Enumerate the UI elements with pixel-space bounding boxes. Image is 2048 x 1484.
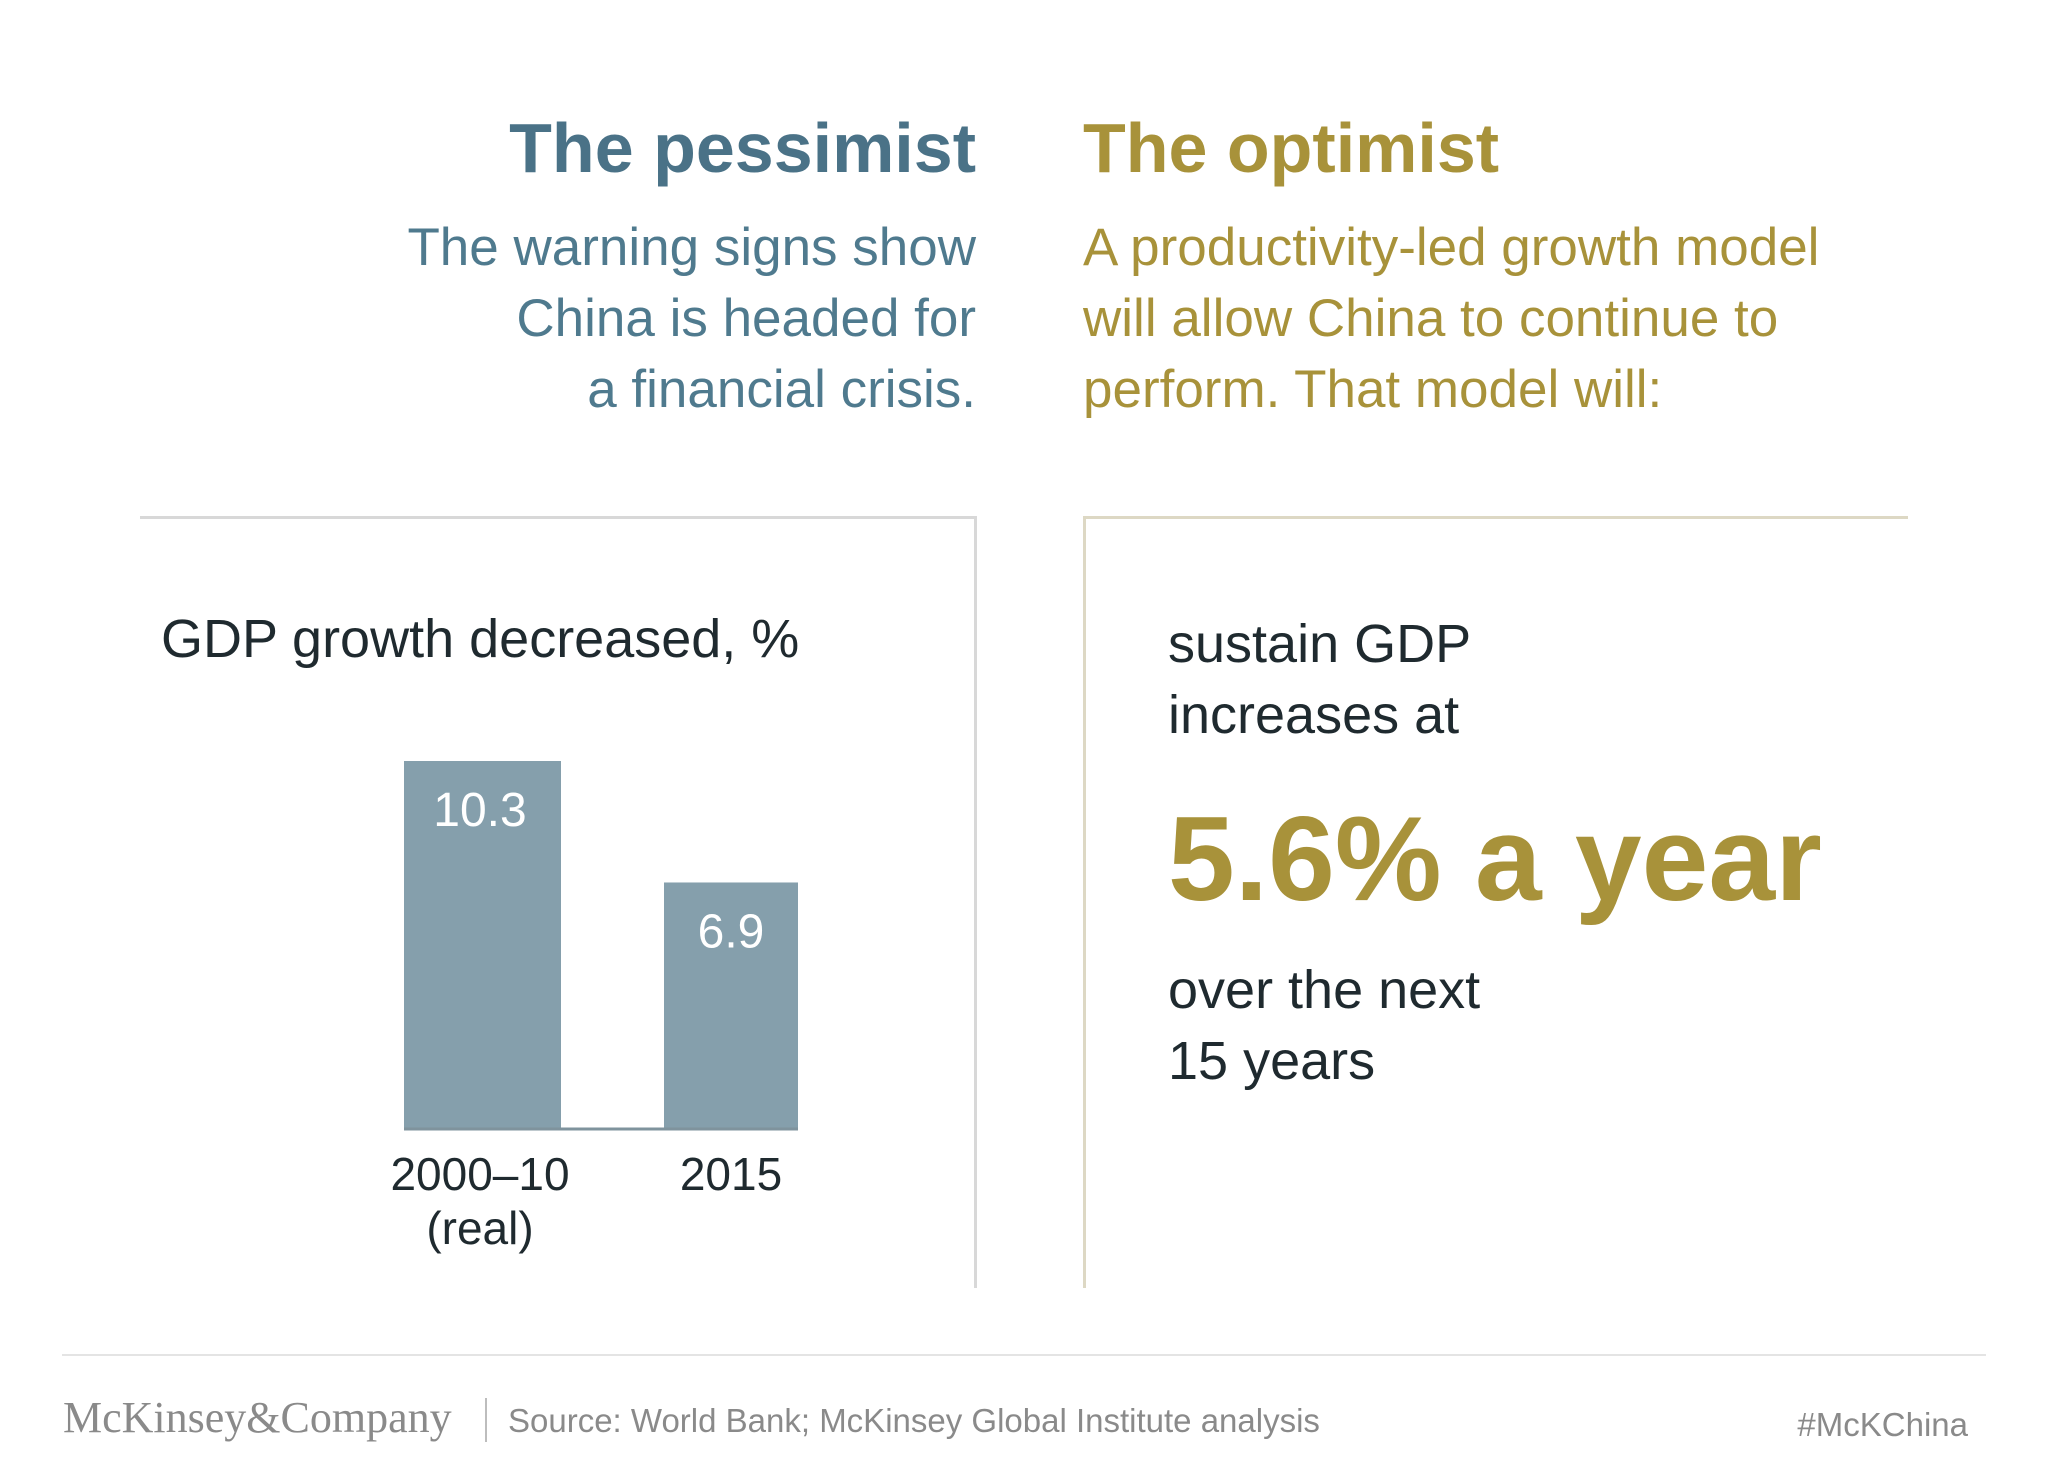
right-panel-side-rule bbox=[1083, 516, 1086, 1288]
optimist-body-bottom: over the next 15 years bbox=[1168, 955, 1480, 1097]
bar bbox=[404, 761, 561, 1129]
optimist-body-line: over the next bbox=[1168, 960, 1481, 1020]
growth-rate-highlight: 5.6% a year bbox=[1168, 792, 1822, 926]
optimist-statement-line: will allow China to continue to bbox=[1083, 289, 1779, 348]
pessimist-statement-line: The warning signs show bbox=[407, 218, 976, 277]
optimist-title: The optimist bbox=[1083, 109, 1500, 187]
optimist-statement-line: perform. That model will: bbox=[1083, 360, 1663, 419]
optimist-body-line: sustain GDP bbox=[1168, 614, 1472, 674]
chart-title: GDP growth decreased, % bbox=[161, 609, 800, 669]
optimist-statement: A productivity-led growth model will all… bbox=[1083, 212, 1983, 425]
left-panel-side-rule bbox=[974, 516, 977, 1288]
optimist-statement-line: A productivity-led growth model bbox=[1083, 218, 1820, 277]
optimist-body-line: 15 years bbox=[1168, 1031, 1376, 1091]
mckinsey-logo: McKinsey&Company bbox=[63, 1393, 452, 1442]
bar bbox=[664, 882, 798, 1129]
category-label: 2015 bbox=[680, 1148, 782, 1200]
footer-separator bbox=[485, 1398, 487, 1442]
pessimist-statement-line: China is headed for bbox=[516, 289, 976, 348]
left-panel-top-rule bbox=[140, 516, 977, 519]
pessimist-statement: The warning signs show China is headed f… bbox=[76, 212, 976, 425]
pessimist-statement-line: a financial crisis. bbox=[587, 360, 976, 419]
bar-value-label: 6.9 bbox=[698, 905, 765, 958]
hashtag: #McKChina bbox=[1797, 1406, 1968, 1443]
category-label: (real) bbox=[426, 1202, 533, 1254]
source-note: Source: World Bank; McKinsey Global Inst… bbox=[508, 1402, 1320, 1439]
category-label: 2000–10 bbox=[390, 1148, 569, 1200]
optimist-body-line: increases at bbox=[1168, 685, 1460, 745]
pessimist-title: The pessimist bbox=[509, 109, 976, 187]
bar-value-label: 10.3 bbox=[433, 784, 526, 837]
right-panel-top-rule bbox=[1083, 516, 1908, 519]
optimist-body-top: sustain GDP increases at bbox=[1168, 609, 1471, 751]
footer-divider bbox=[62, 1354, 1986, 1356]
